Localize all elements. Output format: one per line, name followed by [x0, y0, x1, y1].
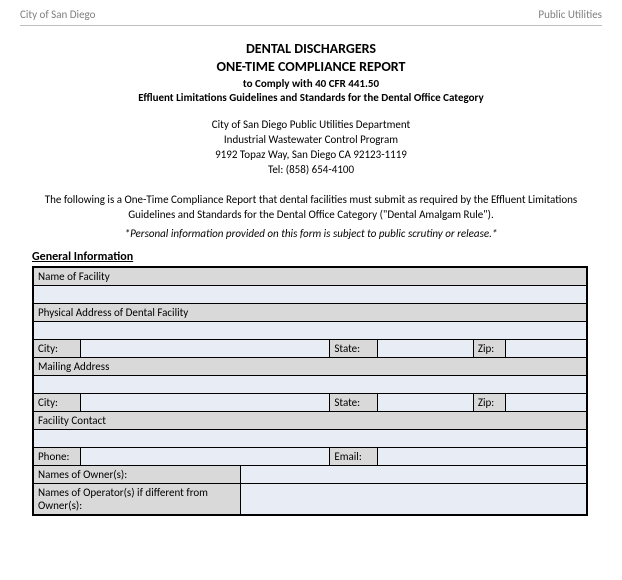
dept-line-2: Industrial Wastewater Control Program: [40, 133, 582, 148]
dept-line-3: 9192 Topaz Way, San Diego CA 92123-1119: [40, 148, 582, 163]
mail-state-input[interactable]: [378, 394, 474, 412]
physical-address-label: Physical Address of Dental Facility: [33, 304, 587, 322]
facility-contact-input[interactable]: [33, 430, 587, 448]
owners-label: Names of Owner(s):: [33, 466, 240, 484]
mail-zip-label: Zip:: [473, 394, 505, 412]
row-facility-contact-input: [33, 430, 587, 448]
owners-input[interactable]: [240, 466, 587, 484]
mailing-address-input[interactable]: [33, 376, 587, 394]
page-header: City of San Diego Public Utilities: [0, 0, 622, 25]
row-mailing-input: [33, 376, 587, 394]
phys-zip-label: Zip:: [473, 340, 505, 358]
phone-label: Phone:: [33, 448, 81, 466]
phys-state-label: State:: [330, 340, 378, 358]
section-heading-general-info: General Information: [32, 250, 622, 264]
header-left: City of San Diego: [20, 8, 95, 21]
email-label: Email:: [330, 448, 378, 466]
phys-state-input[interactable]: [378, 340, 474, 358]
row-physical-address-input: [33, 322, 587, 340]
row-operators: Names of Operator(s) if different from O…: [33, 484, 587, 516]
mail-city-label: City:: [33, 394, 81, 412]
row-mailing-label: Mailing Address: [33, 358, 587, 376]
title-line-1: DENTAL DISCHARGERS: [40, 40, 582, 57]
title-line-2: ONE-TIME COMPLIANCE REPORT: [40, 58, 582, 75]
intro-paragraph: The following is a One-Time Compliance R…: [42, 193, 580, 223]
phys-city-label: City:: [33, 340, 81, 358]
phys-city-input[interactable]: [81, 340, 330, 358]
row-mailing-city-state-zip: City: State: Zip:: [33, 394, 587, 412]
phone-input[interactable]: [81, 448, 330, 466]
mail-zip-input[interactable]: [505, 394, 587, 412]
department-block: City of San Diego Public Utilities Depar…: [40, 118, 582, 177]
physical-address-input[interactable]: [33, 322, 587, 340]
subtitle-1: to Comply with 40 CFR 441.50: [40, 77, 582, 90]
operators-label: Names of Operator(s) if different from O…: [33, 484, 240, 516]
row-owners: Names of Owner(s):: [33, 466, 587, 484]
subtitle-2: Effluent Limitations Guidelines and Stan…: [40, 91, 582, 104]
mailing-address-label: Mailing Address: [33, 358, 587, 376]
mail-state-label: State:: [330, 394, 378, 412]
header-right: Public Utilities: [538, 8, 602, 21]
facility-contact-label: Facility Contact: [33, 412, 587, 430]
dept-line-4: Tel: (858) 654-4100: [40, 163, 582, 178]
intro-notice: *Personal information provided on this f…: [0, 227, 622, 240]
phys-zip-input[interactable]: [505, 340, 587, 358]
row-physical-city-state-zip: City: State: Zip:: [33, 340, 587, 358]
header-rule: [20, 25, 602, 26]
mail-city-input[interactable]: [81, 394, 330, 412]
operators-input[interactable]: [240, 484, 587, 516]
row-physical-address-label: Physical Address of Dental Facility: [33, 304, 587, 322]
dept-line-1: City of San Diego Public Utilities Depar…: [40, 118, 582, 133]
row-facility-contact-label: Facility Contact: [33, 412, 587, 430]
title-block: DENTAL DISCHARGERS ONE-TIME COMPLIANCE R…: [40, 40, 582, 104]
general-info-table: Name of Facility Physical Address of Den…: [32, 266, 588, 516]
row-phone-email: Phone: Email:: [33, 448, 587, 466]
facility-name-label: Name of Facility: [33, 267, 587, 286]
facility-name-input[interactable]: [33, 286, 587, 304]
email-input[interactable]: [378, 448, 587, 466]
row-facility-name-input: [33, 286, 587, 304]
row-facility-name-label: Name of Facility: [33, 267, 587, 286]
